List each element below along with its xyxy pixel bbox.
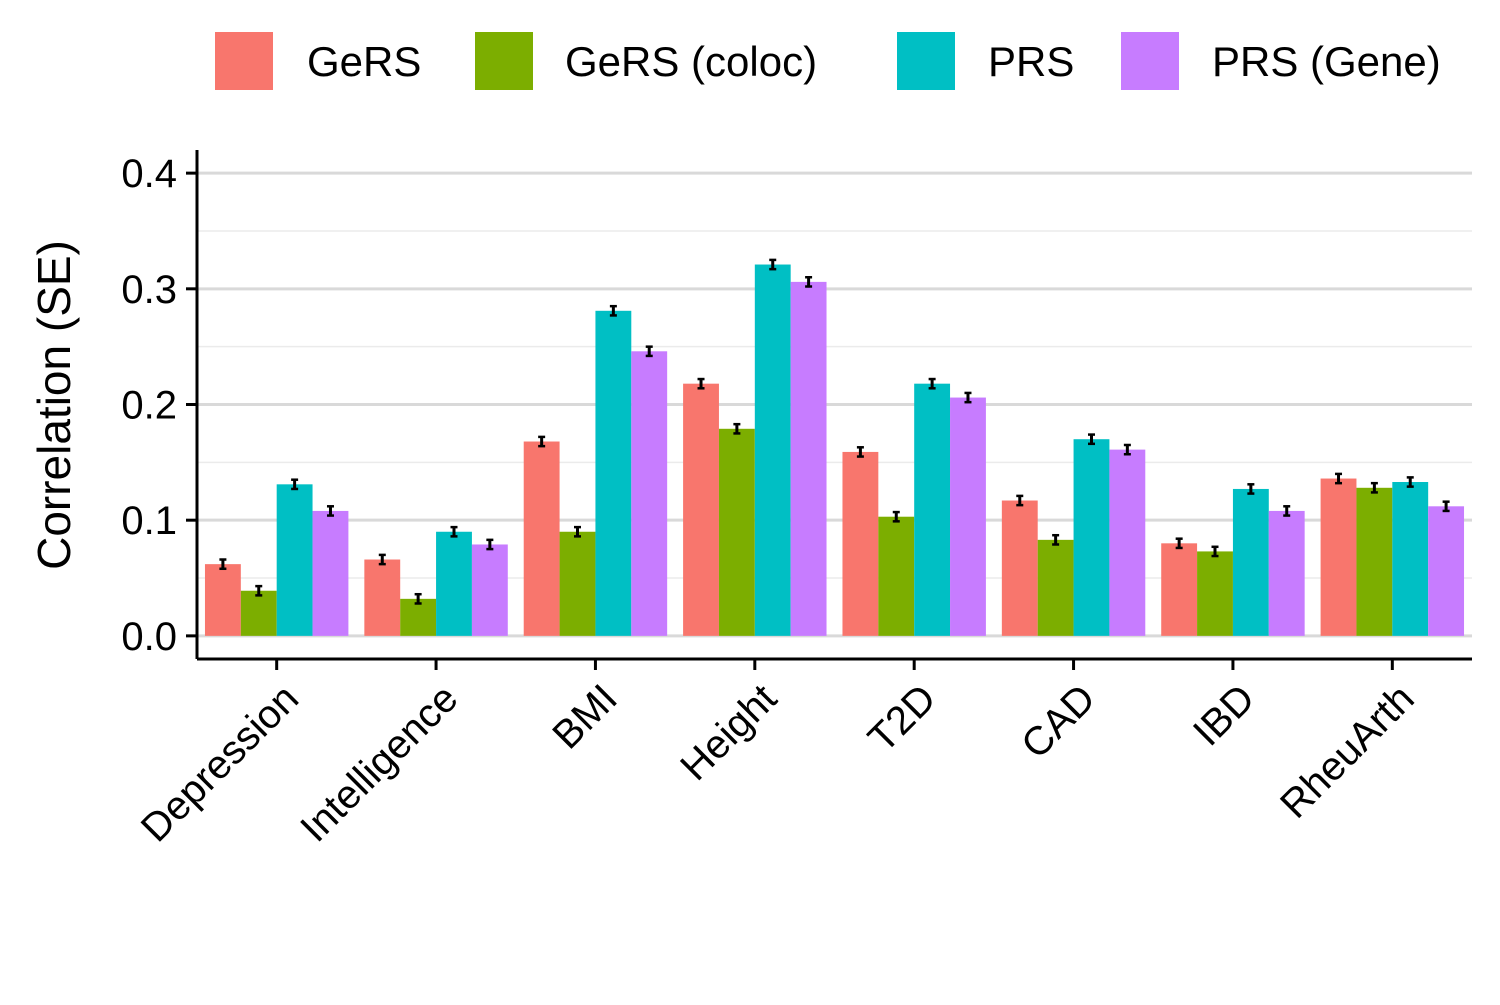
- y-tick-label: 0.2: [121, 384, 177, 428]
- bar-prs-gene-bmi: [631, 351, 668, 636]
- bar-prs-bmi: [595, 310, 632, 636]
- bar-gers-intelligence: [364, 559, 401, 636]
- bar-gers-coloc-rheuarth: [1356, 487, 1393, 636]
- bar-gers-coloc-cad: [1037, 539, 1074, 636]
- grid-layer: [197, 171, 1472, 638]
- bar-prs-gene-t2d: [950, 397, 986, 636]
- bar-gers-coloc-ibd: [1197, 551, 1233, 636]
- bar-gers-coloc-depression: [240, 590, 277, 636]
- y-tick-label: 0.4: [121, 152, 177, 196]
- bar-gers-height: [683, 383, 719, 636]
- bar-prs-cad: [1073, 439, 1110, 636]
- x-tick-label: Intelligence: [292, 676, 466, 850]
- bar-gers-bmi: [523, 441, 560, 636]
- y-tick-label: 0.1: [121, 499, 177, 543]
- legend-label: GeRS (coloc): [565, 38, 817, 85]
- bar-gers-coloc-bmi: [559, 531, 596, 636]
- legend: GeRS GeRS (coloc) PRS PRS (Gene): [215, 32, 1441, 90]
- bar-prs-ibd: [1232, 488, 1269, 636]
- bar-gers-coloc-height: [718, 428, 755, 636]
- legend-label: GeRS: [307, 38, 421, 85]
- x-tick-label: RheuArth: [1272, 676, 1423, 827]
- legend-key: [475, 32, 533, 90]
- bar-gers-depression: [204, 564, 241, 636]
- legend-label: PRS: [988, 38, 1074, 85]
- legend-key: [897, 32, 955, 90]
- bars-layer: [204, 258, 1465, 636]
- bar-prs-depression: [276, 484, 313, 636]
- bar-prs-t2d: [914, 383, 951, 636]
- bar-prs-gene-intelligence: [471, 544, 508, 636]
- x-tick-label: T2D: [860, 676, 945, 761]
- bar-prs-intelligence: [436, 531, 472, 636]
- x-tick-label: Height: [672, 676, 785, 789]
- x-tick-label: Depression: [133, 676, 307, 850]
- bar-gers-cad: [1001, 500, 1038, 636]
- bar-gers-coloc-intelligence: [400, 598, 437, 636]
- bar-prs-height: [754, 264, 791, 636]
- bar-gers-ibd: [1161, 543, 1198, 636]
- bar-prs-gene-ibd: [1268, 510, 1305, 636]
- bar-gers-rheuarth: [1320, 478, 1357, 636]
- y-tick-label: 0.0: [121, 615, 177, 659]
- legend-key: [1121, 32, 1179, 90]
- bar-prs-rheuarth: [1392, 482, 1429, 636]
- bar-prs-gene-cad: [1109, 449, 1146, 636]
- legend-key: [215, 32, 273, 90]
- x-tick-label: BMI: [544, 676, 625, 757]
- bar-gers-t2d: [842, 451, 879, 636]
- y-tick-label: 0.3: [121, 268, 177, 312]
- bar-prs-gene-rheuarth: [1428, 506, 1465, 636]
- bar-prs-gene-depression: [312, 510, 349, 636]
- legend-label: PRS (Gene): [1212, 38, 1441, 85]
- y-axis-title: Correlation (SE): [28, 240, 80, 570]
- x-tick-label: CAD: [1013, 676, 1104, 767]
- x-tick-label: IBD: [1185, 676, 1263, 754]
- bar-prs-gene-height: [790, 281, 827, 636]
- bar-gers-coloc-t2d: [878, 516, 915, 636]
